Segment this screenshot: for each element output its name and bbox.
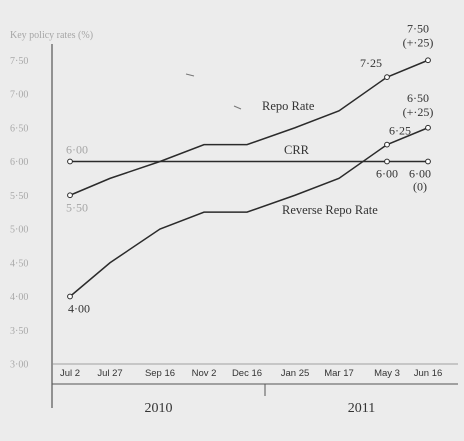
- data-point: [425, 124, 431, 131]
- data-point: [67, 293, 73, 300]
- series-label: CRR: [284, 143, 310, 157]
- value-annotation: 7·25: [360, 56, 382, 70]
- scan-mark: [233, 105, 242, 110]
- value-annotation: 6·00: [376, 167, 398, 181]
- data-point: [384, 74, 390, 81]
- x-tick-label: Sep 16: [145, 368, 175, 379]
- value-annotation: 4·00: [68, 302, 90, 316]
- year-label: 2010: [145, 401, 173, 416]
- value-annotation: (+·25): [403, 105, 434, 119]
- value-annotation: (+·25): [403, 35, 434, 49]
- labels-layer: Repo Rate CRR Reverse Repo Rate 5·50 7·25 7·5…: [66, 21, 433, 315]
- value-annotation: 6·00: [409, 167, 431, 181]
- x-tick-label: Dec 16: [232, 368, 262, 379]
- scan-mark: [185, 73, 195, 77]
- x-tick-label: Jan 25: [281, 368, 310, 379]
- value-annotation: 6·50: [407, 91, 429, 105]
- data-point: [425, 57, 431, 64]
- y-tick-label: 6·00: [10, 157, 28, 168]
- chart-title: Key policy rates (%): [10, 30, 93, 41]
- value-annotation: 6·25: [389, 124, 411, 138]
- y-tick-label: 6·50: [10, 123, 28, 134]
- value-annotation: 6·00: [66, 143, 88, 157]
- x-tick-label: Nov 2: [192, 368, 217, 379]
- axes: 3·00 3·50 4·00 4·50 5·00 5·50 6·00 6·50 7·00 7·50…: [10, 44, 458, 416]
- y-tick-label: 4·50: [10, 258, 28, 269]
- series-line: [69, 127, 429, 298]
- series-label: Repo Rate: [262, 99, 315, 113]
- x-tick-label: Mar 17: [324, 368, 354, 379]
- y-tick-label: 3·50: [10, 326, 28, 337]
- x-tick-label: May 3: [374, 368, 400, 379]
- y-tick-label: 5·00: [10, 225, 28, 236]
- value-annotation: 5·50: [66, 200, 88, 214]
- data-point: [67, 192, 73, 199]
- year-label: 2011: [348, 401, 375, 416]
- data-point: [384, 158, 390, 165]
- y-tick-label: 3·00: [10, 360, 28, 371]
- series-layer: [67, 57, 431, 300]
- y-tick-label: 7·00: [10, 90, 28, 101]
- y-tick-label: 5·50: [10, 191, 28, 202]
- y-tick-label: 4·00: [10, 292, 28, 303]
- x-tick-label: Jul 2: [60, 368, 80, 379]
- data-point: [67, 158, 73, 165]
- series-label: Reverse Repo Rate: [282, 203, 378, 217]
- value-annotation: (0): [413, 180, 427, 194]
- data-point: [425, 158, 431, 165]
- y-tick-label: 7·50: [10, 56, 28, 67]
- x-tick-label: Jul 27: [97, 368, 122, 379]
- value-annotation: 7·50: [407, 21, 429, 35]
- x-tick-label: Jun 16: [414, 368, 443, 379]
- series-line: [69, 59, 429, 196]
- data-point: [384, 141, 390, 148]
